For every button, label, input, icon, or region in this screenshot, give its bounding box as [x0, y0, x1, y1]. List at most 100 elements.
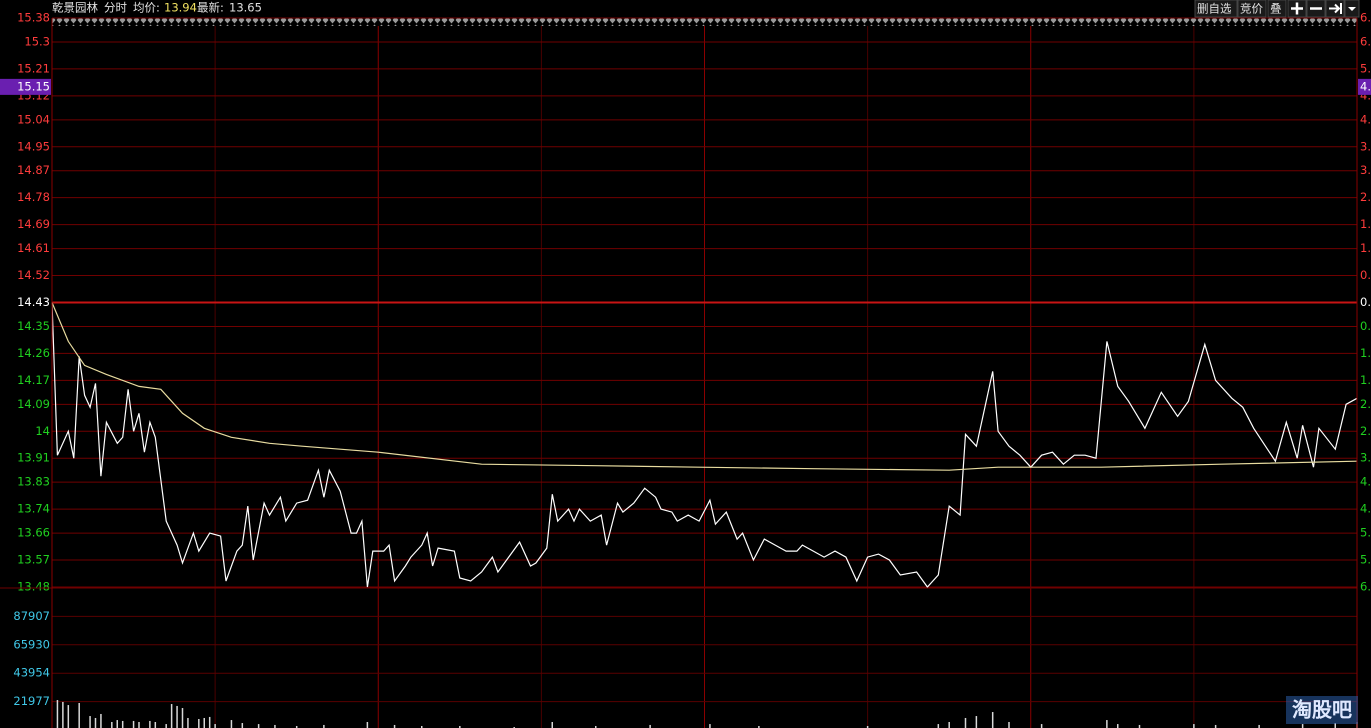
- volume-bar: [176, 705, 178, 728]
- volume-bar: [138, 721, 140, 728]
- volume-bar: [866, 725, 869, 728]
- last-label: 最新:: [197, 1, 224, 15]
- y-tick-label: 13.66: [17, 526, 50, 540]
- price-line: [51, 302, 1358, 588]
- average-line: [51, 302, 1358, 471]
- volume-bar: [56, 700, 59, 728]
- volume-bar: [421, 725, 423, 728]
- volume-bar: [198, 719, 200, 728]
- remove-watch-button[interactable]: [1194, 0, 1238, 18]
- volume-bar: [241, 723, 244, 728]
- volume-bar: [165, 724, 167, 728]
- right-tick-label: 3.: [1360, 139, 1371, 153]
- volume-bar: [154, 721, 157, 728]
- y-tick-label: 13.57: [17, 553, 50, 567]
- right-tick-label: 6.: [1360, 580, 1371, 594]
- volume-bar: [203, 717, 205, 728]
- volume-bar: [78, 702, 80, 728]
- remove-watch-label: 删自选: [1197, 2, 1232, 16]
- volume-bar: [116, 720, 118, 728]
- y-tick-label: 14.09: [17, 397, 50, 411]
- right-tick-label: 5.: [1360, 61, 1371, 75]
- volume-bar: [1040, 724, 1043, 728]
- right-tick-label: 3.: [1360, 163, 1371, 177]
- overlay-label: 叠: [1270, 2, 1282, 16]
- right-tick-label: 1.: [1360, 241, 1371, 255]
- y-tick-label: 13.83: [17, 475, 50, 489]
- volume-bar: [170, 704, 173, 728]
- dropdown-icon: [1348, 7, 1356, 11]
- right-tick-label: 5.: [1360, 553, 1371, 567]
- volume-bar: [459, 725, 461, 728]
- y-tick-label: 14.17: [17, 373, 50, 387]
- volume-bar: [181, 708, 184, 728]
- volume-bar: [94, 717, 97, 728]
- right-tick-label: 4.: [1360, 88, 1371, 102]
- volume-bar: [551, 721, 553, 728]
- volume-bar: [649, 724, 651, 728]
- y-tick-label: 14.95: [17, 139, 50, 153]
- y-tick-label: 14.69: [17, 217, 50, 231]
- cursor-right-label: 4.: [1360, 79, 1371, 93]
- volume-bar: [1117, 724, 1119, 728]
- y-tick-label: 15.3: [24, 34, 50, 48]
- right-tick-label: 6.: [1360, 34, 1371, 48]
- volume-bar: [208, 716, 211, 728]
- volume-bar: [1106, 720, 1108, 728]
- volume-bar: [1193, 724, 1195, 728]
- stock-name: 乾景园林: [52, 1, 98, 15]
- right-tick-label: 2.: [1360, 424, 1371, 438]
- volume-bar: [709, 724, 711, 728]
- right-tick-label: 5.: [1360, 526, 1371, 540]
- volume-bar: [937, 724, 940, 728]
- avg-label: 均价:: [133, 1, 160, 15]
- right-tick-label: 0.: [1360, 268, 1371, 282]
- volume-bar: [132, 720, 135, 728]
- y-tick-label: 13.91: [17, 451, 50, 465]
- watermark-box: [1286, 696, 1358, 724]
- volume-bar: [393, 724, 396, 728]
- right-tick-label: 6.: [1360, 11, 1371, 25]
- volume-bar: [214, 724, 216, 728]
- jump-icon: [1329, 3, 1342, 14]
- y-tick-label: 43954: [13, 666, 50, 680]
- volume-bar: [1334, 723, 1336, 728]
- volume-bar: [121, 720, 124, 728]
- y-tick-label: 15.04: [17, 112, 50, 126]
- y-tick-label: 14: [35, 424, 50, 438]
- y-tick-label: 65930: [13, 637, 50, 651]
- overlay-button[interactable]: [1267, 0, 1287, 18]
- volume-bar: [187, 717, 189, 728]
- cursor-box-right: [1358, 78, 1371, 95]
- volume-bar: [758, 725, 760, 728]
- volume-bar: [149, 720, 151, 728]
- volume-bar: [274, 724, 276, 728]
- y-tick-label: 13.74: [17, 502, 50, 516]
- right-tick-label: 4.: [1360, 112, 1371, 126]
- right-tick-label: 1.: [1360, 346, 1371, 360]
- volume-bar: [111, 721, 113, 728]
- y-tick-label: 14.87: [17, 163, 50, 177]
- right-tick-label: 2.: [1360, 397, 1371, 411]
- y-tick-label: 13.48: [17, 580, 50, 594]
- right-tick-label: 0.: [1360, 319, 1371, 333]
- right-tick-label: 2.: [1360, 190, 1371, 204]
- mode: 分时: [104, 1, 127, 15]
- y-tick-label: 15.21: [17, 61, 50, 75]
- volume-bar: [100, 713, 102, 728]
- right-tick-label: 3.: [1360, 451, 1371, 465]
- volume-bar: [323, 724, 325, 728]
- right-tick-label: 0.: [1360, 295, 1371, 309]
- y-tick-label: 87907: [13, 609, 50, 623]
- volume-bar: [595, 725, 597, 728]
- last-value: 13.65: [229, 1, 262, 15]
- right-tick-label: 1.: [1360, 373, 1371, 387]
- y-tick-label: 15.38: [17, 11, 50, 25]
- volume-bar: [1258, 724, 1260, 728]
- volume-bar: [62, 701, 64, 728]
- auction-button[interactable]: [1237, 0, 1267, 18]
- right-tick-label: 4.: [1360, 502, 1371, 516]
